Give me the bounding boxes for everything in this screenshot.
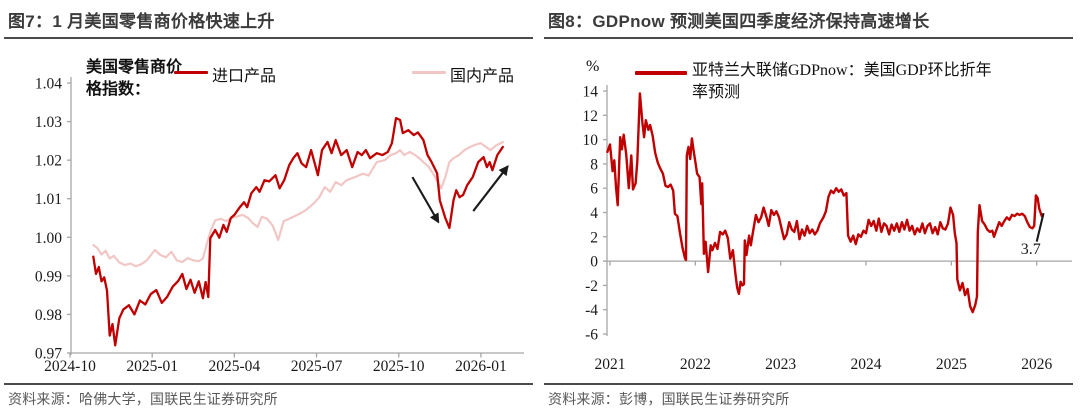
gdpnow-line [606,92,1043,314]
figure8-title: 图8：GDPnow 预测美国四季度经济保持高速增长 [548,12,930,31]
y-tick-label: 1.00 [35,230,62,247]
figure7-source: 资料来源：哈佛大学，国联民生证券研究所 [8,391,278,407]
y-tick-label: 14 [583,84,599,101]
y-tick-label: 2 [590,229,598,246]
figure7-title-underline [4,37,533,39]
gdpnow-legend-line2: 率预测 [692,84,741,102]
domestic-line-label: 国内产品 [450,68,515,85]
x-tick-label: 2025-10 [373,358,425,375]
y-tick-label: -4 [585,302,598,319]
x-tick-label: 2025 [936,356,967,373]
percent-unit-label: % [586,58,600,75]
figure8-source: 资料来源：彭博，国联民生证券研究所 [548,391,790,407]
figure7-bottom-rule [4,383,533,385]
y-tick-label: 12 [583,108,599,125]
x-tick-label: 2023 [765,356,796,373]
x-tick-label: 2021 [595,356,626,373]
x-tick-label: 2024 [851,356,882,373]
y-tick-label: 6 [590,181,598,198]
gdpnow-chart: -6 -4 -2 0 2 4 6 8 10 12 14 2021 2022 2023 2024 2025 202… [583,84,1072,373]
x-tick-label: 2025-07 [291,358,343,375]
y-tick-label: 1.01 [35,191,62,208]
rebound-arrow [472,165,509,212]
decline-arrow [411,176,440,224]
x-tick-label: 2024-10 [44,358,96,375]
gdpnow-legend-label: 亚特兰大联储GDPnow：美国GDP环比折年 率预测 [692,60,992,105]
last-value-label: 3.7 [1021,241,1041,258]
retail-chart-axis-title: 美国零售商价 格指数： [86,57,190,100]
figure7-title: 图7：1 月美国零售商价格快速上升 [8,12,275,31]
y-tick-label: 0.97 [35,346,62,363]
imported-line-label: 进口产品 [212,68,277,85]
figure8-title-underline [544,37,1073,39]
value-callout-line [1035,212,1045,242]
x-tick-label: 2022 [680,356,711,373]
y-tick-label: -6 [585,327,598,344]
y-tick-label: 0 [590,254,598,271]
y-tick-label: 0.98 [35,307,62,324]
gdpnow-line-swatch [635,71,687,75]
y-tick-label: 0.99 [35,268,62,285]
y-tick-label: 4 [590,205,598,222]
retail-price-chart: 0.97 0.98 0.99 1.00 1.01 1.02 1.03 1.04 2024-10 2… [35,76,524,375]
x-tick-label: 2026 [1021,356,1052,373]
panel-figure-7: 图7：1 月美国零售商价格快速上升 0.97 0.98 0.99 1.00 1.01 1.… [4,12,533,407]
gdpnow-legend-line1: 亚特兰大联储GDPnow：美国GDP环比折年 [692,62,992,79]
imported-products-line [92,116,504,347]
x-tick-label: 2025-01 [126,358,178,375]
y-tick-label: -2 [585,278,598,295]
panel-figure-8: 图8：GDPnow 预测美国四季度经济保持高速增长 -6 -4 -2 0 2 4 6 8 10 1… [540,0,1080,416]
figure8-bottom-rule [544,383,1073,385]
imported-line-swatch [174,71,208,74]
x-tick-label: 2025-04 [209,358,261,375]
domestic-line-swatch [412,71,446,74]
y-tick-label: 1.02 [35,153,62,170]
x-tick-label: 2026-01 [455,358,507,375]
y-tick-label: 10 [583,132,599,149]
y-tick-label: 1.04 [35,76,62,93]
axis-title-line2: 格指数： [86,80,151,98]
axis-title-line1: 美国零售商价 [86,59,183,76]
y-tick-label: 8 [590,156,598,173]
y-tick-label: 1.03 [35,114,62,131]
